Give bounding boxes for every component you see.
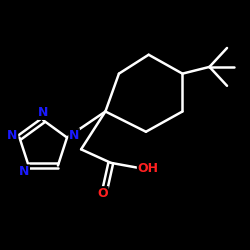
Text: N: N [38, 106, 48, 119]
Text: N: N [69, 129, 79, 142]
Text: O: O [98, 187, 108, 200]
Text: OH: OH [138, 162, 158, 175]
Text: N: N [19, 165, 29, 178]
Text: N: N [7, 129, 18, 142]
